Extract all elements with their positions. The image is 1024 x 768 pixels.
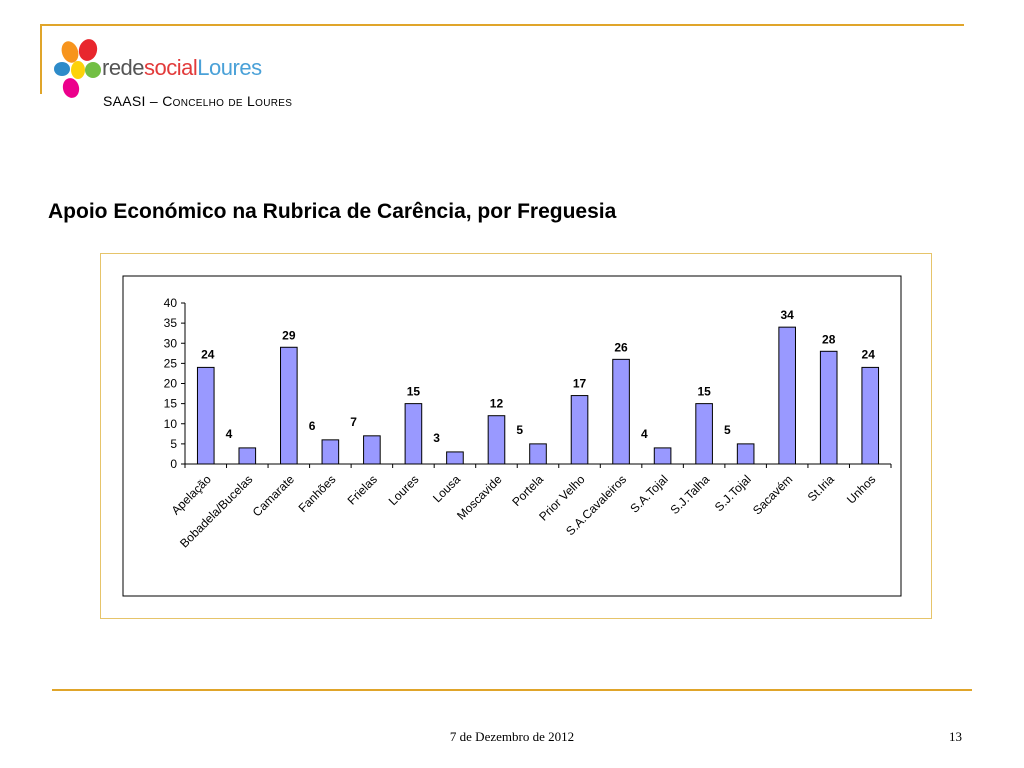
chart-bar xyxy=(529,443,547,465)
data-label: 17 xyxy=(573,377,587,391)
chart-bar xyxy=(280,346,298,465)
y-tick-label: 20 xyxy=(164,377,178,391)
chart-area-border xyxy=(122,275,902,597)
chart-bar xyxy=(778,326,796,465)
chart-bar xyxy=(736,443,755,465)
chart-bar xyxy=(238,447,257,465)
y-tick-label: 30 xyxy=(164,336,178,350)
logo-wordmark: redesocialLoures xyxy=(102,55,262,80)
footer-date: 7 de Dezembro de 2012 xyxy=(449,729,575,744)
data-label: 6 xyxy=(309,419,316,433)
chart-bar xyxy=(653,447,672,465)
data-label: 15 xyxy=(697,385,711,399)
chart-bar xyxy=(695,403,713,465)
data-label: 24 xyxy=(862,347,876,361)
left-border-line xyxy=(40,24,42,94)
data-label: 12 xyxy=(490,397,504,411)
data-label: 34 xyxy=(780,308,794,322)
data-label: 7 xyxy=(350,415,357,429)
chart-bar xyxy=(446,451,464,465)
data-label: 15 xyxy=(407,385,421,399)
footer-line xyxy=(52,689,972,691)
page-number: 13 xyxy=(949,729,962,744)
bar-chart: 051015202530354024Apelação4Bobadela/Buce… xyxy=(122,275,902,597)
data-label: 3 xyxy=(433,431,440,445)
y-tick-label: 10 xyxy=(164,417,178,431)
y-tick-label: 40 xyxy=(164,296,178,310)
y-tick-label: 5 xyxy=(170,437,177,451)
chart-bar xyxy=(404,403,423,465)
y-tick-label: 0 xyxy=(170,457,177,471)
header-subtitle: SAASI – Concelho de Loures xyxy=(103,93,293,109)
chart-bar xyxy=(819,350,838,465)
chart-container: 0 5 10 15 20 25 30 35 40 24 Apelação 4 Bobadela/Buce… xyxy=(100,253,932,619)
chart-bar xyxy=(861,366,880,465)
data-label: 29 xyxy=(282,328,296,342)
data-label: 26 xyxy=(614,340,628,354)
chart-bar xyxy=(487,415,506,465)
y-tick-label: 25 xyxy=(164,356,178,370)
y-tick-label: 15 xyxy=(164,397,178,411)
data-label: 24 xyxy=(201,347,215,361)
redesocial-logo-icon xyxy=(54,39,101,98)
top-border-line xyxy=(40,24,964,26)
chart-bar xyxy=(363,435,381,465)
chart-bar xyxy=(196,366,215,465)
data-label: 5 xyxy=(516,423,523,437)
chart-bar xyxy=(612,358,630,465)
chart-bar xyxy=(570,395,589,465)
data-label: 4 xyxy=(641,427,648,441)
chart-bar xyxy=(321,439,340,465)
data-label: 4 xyxy=(226,427,233,441)
slide-title: Apoio Económico na Rubrica de Carência, … xyxy=(48,200,617,223)
y-tick-label: 35 xyxy=(164,316,178,330)
data-label: 28 xyxy=(822,332,836,346)
data-label: 5 xyxy=(724,423,731,437)
